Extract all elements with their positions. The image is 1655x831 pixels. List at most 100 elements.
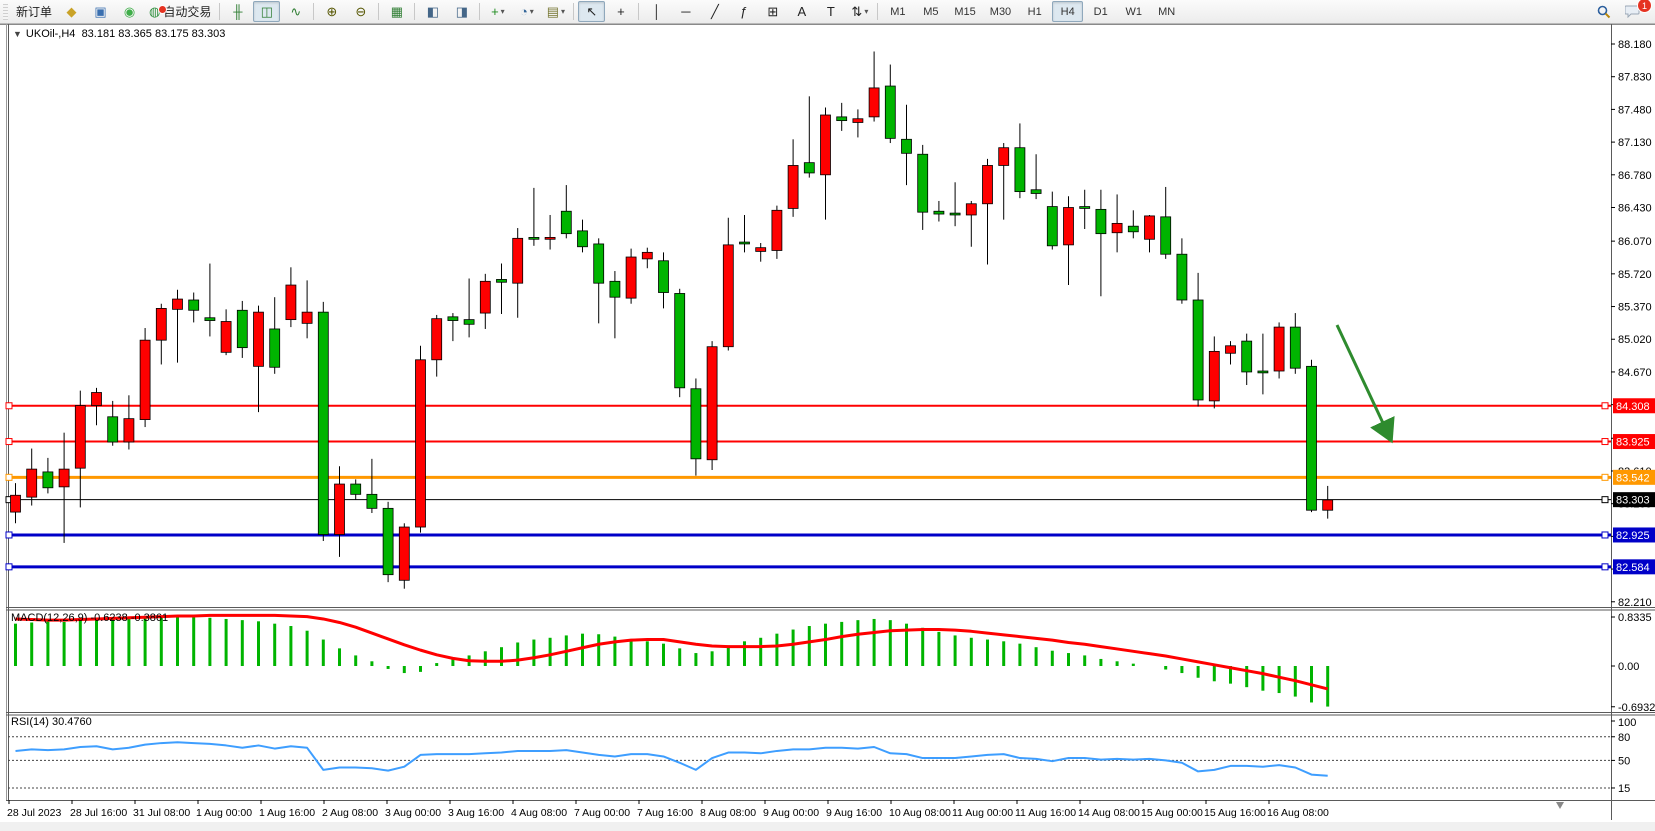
candle (1273, 326, 1285, 372)
time-axis-label: 14 Aug 08:00 (1078, 807, 1140, 819)
line-right-handle[interactable] (1601, 531, 1609, 539)
signals-icon[interactable]: ◉ (116, 1, 143, 22)
line-left-handle[interactable] (5, 438, 13, 446)
line-left-handle[interactable] (5, 531, 13, 539)
candle (1127, 225, 1139, 233)
timeframe-button-h1[interactable]: H1 (1027, 5, 1042, 18)
template-button[interactable]: ▤ ▾ (542, 1, 569, 22)
chart-shift-marker[interactable] (1556, 802, 1564, 809)
time-axis-label: 15 Aug 16:00 (1204, 807, 1266, 819)
grid-button[interactable]: ⊞ (759, 1, 786, 22)
timeframe-button-m5[interactable]: M5 (923, 5, 939, 18)
market-watch-icon[interactable]: ▣ (87, 1, 114, 22)
candle (722, 244, 734, 348)
candle (220, 321, 232, 353)
text-button[interactable]: A (788, 1, 815, 22)
candle (609, 280, 621, 298)
rsi-axis-label: 50 (1618, 755, 1630, 767)
price-axis-tick-label: 85.370 (1618, 302, 1652, 314)
line-right-handle[interactable] (1601, 473, 1609, 481)
cascade-button[interactable]: ◨ (448, 1, 475, 22)
line-chart-button[interactable]: ∿ (282, 1, 309, 22)
line-left-handle[interactable] (5, 402, 13, 410)
candlestick-chart-button[interactable]: ◫ (253, 1, 281, 22)
template-icon: ▤ (546, 4, 560, 19)
line-left-handle[interactable] (5, 473, 13, 481)
candle (1225, 345, 1236, 354)
candle (1257, 370, 1269, 374)
price-line-label: 83.303 (1616, 495, 1650, 507)
timeframe-button-m15[interactable]: M15 (954, 5, 976, 18)
candle (123, 418, 135, 443)
candle (706, 346, 718, 461)
price-line-label-box (1613, 527, 1655, 543)
vertical-line-button[interactable]: │ (643, 1, 670, 22)
line-right-handle[interactable] (1601, 496, 1609, 504)
dropdown-caret-icon: ▾ (561, 7, 566, 16)
candle (1322, 499, 1334, 511)
chart-canvas[interactable]: 88.180 87.830 87.480 87.130 86.780 86.430 86.0… (0, 24, 1655, 822)
notifications-button[interactable]: 1 (1619, 0, 1652, 22)
time-axis-label: 4 Aug 08:00 (511, 807, 567, 819)
candle (512, 237, 524, 284)
candle (74, 405, 86, 469)
new-order-button[interactable]: 新订单 (16, 5, 53, 19)
cursor-button[interactable]: ↖ (578, 1, 606, 22)
candle (917, 153, 929, 213)
crosshair-button[interactable]: + (607, 1, 634, 22)
timeframe-button-mn[interactable]: MN (1158, 5, 1176, 18)
arrows-button[interactable]: ⇅ ▾ (846, 1, 873, 22)
price-chart-icon[interactable]: ◆ (58, 1, 85, 22)
candle (398, 526, 410, 581)
auto-arrange-button[interactable]: ◧ (419, 1, 446, 22)
line-right-handle[interactable] (1601, 402, 1609, 410)
candle (982, 165, 993, 205)
trend-annotation-arrow[interactable] (1335, 324, 1395, 444)
rsi-indicator-label: RSI(14) 30.4760 (11, 716, 92, 728)
zoom-in-button[interactable]: ⊕ (318, 1, 345, 22)
horizontal-line-icon: ─ (681, 4, 691, 19)
timeframe-button-m30[interactable]: M30 (989, 5, 1012, 18)
line-right-handle[interactable] (1601, 563, 1609, 571)
timeframe-button-m1[interactable]: M1 (890, 5, 906, 18)
candle (755, 247, 767, 252)
candle (415, 359, 426, 528)
timeframe-button-d1[interactable]: D1 (1093, 5, 1108, 18)
timeframe-button-w1[interactable]: W1 (1125, 5, 1142, 18)
auto-arrange-icon: ◧ (426, 4, 440, 19)
rsi-line (15, 741, 1328, 777)
zoom-out-button[interactable]: ⊖ (347, 1, 374, 22)
candle (1176, 253, 1188, 301)
tile-windows-button[interactable]: ▦ (383, 1, 410, 22)
horizontal-line-button[interactable]: ─ (672, 1, 699, 22)
price-axis-tick-label: 86.070 (1618, 236, 1652, 248)
candle (836, 116, 848, 122)
new-chart-button[interactable]: + ▾ (484, 1, 511, 22)
auto-trading-status-dot (158, 5, 168, 14)
grid-icon: ⊞ (767, 4, 779, 19)
auto-trading-button[interactable]: ◍ 自动交易 (145, 1, 215, 22)
candle (496, 279, 507, 283)
text-label-button[interactable]: T (817, 1, 844, 22)
candle (42, 471, 54, 489)
period-button[interactable]: ◔ ▾ (513, 1, 540, 22)
time-axis-label: 1 Aug 16:00 (259, 807, 315, 819)
time-axis-label: 3 Aug 16:00 (448, 807, 504, 819)
chart-window[interactable]: 88.180 87.830 87.480 87.130 86.780 86.430 86.0… (0, 24, 1655, 822)
chart-collapse-icon[interactable]: ▼ (13, 29, 22, 39)
line-right-handle[interactable] (1601, 438, 1609, 446)
price-chart-icon: ◆ (66, 4, 77, 19)
globe-icon: ◍ (149, 4, 161, 19)
candle (933, 210, 945, 215)
candle (577, 230, 588, 248)
candle (690, 388, 702, 460)
bar-chart-button[interactable]: ╫ (224, 1, 251, 22)
toolbar-grip[interactable] (3, 3, 8, 20)
timeframe-button-h4[interactable]: H4 (1052, 1, 1084, 22)
candle (658, 260, 669, 293)
line-left-handle[interactable] (5, 563, 13, 571)
search-button[interactable] (1590, 1, 1617, 22)
fibonacci-button[interactable]: ƒ (730, 1, 757, 22)
trendline-button[interactable]: ╱ (701, 1, 728, 22)
candle (998, 147, 1010, 166)
